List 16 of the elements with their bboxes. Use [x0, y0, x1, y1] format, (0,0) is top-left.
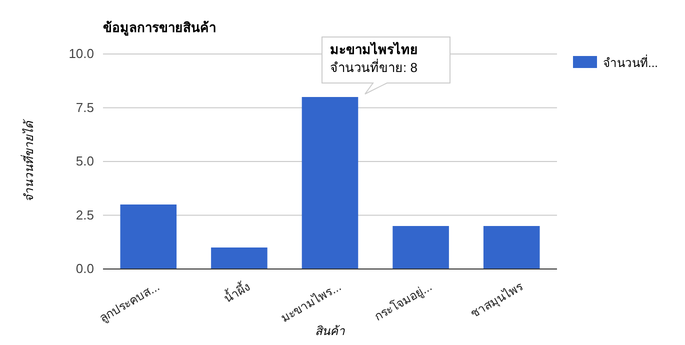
bar: [302, 97, 358, 269]
annotation: มะขามไพรไทย: [330, 41, 418, 57]
x-axis-title: สินค้า: [315, 324, 346, 338]
y-tick-label: 5.0: [76, 154, 94, 168]
y-tick-label: 0.0: [76, 261, 94, 276]
y-tick-label: 2.5: [76, 207, 94, 222]
y-tick-label: 7.5: [76, 100, 94, 115]
annotation: จำนวนที่ขาย: 8: [330, 59, 418, 75]
legend-label: จำนวนที่...: [603, 54, 658, 70]
bar: [211, 248, 268, 269]
bar: [483, 226, 540, 269]
bar: [392, 226, 449, 269]
y-axis-title: จำนวนที่ขายได้: [20, 118, 36, 202]
chart-title: ข้อมูลการขายสินค้า: [103, 20, 216, 36]
y-tick-label: 10.0: [68, 46, 94, 61]
bar: [120, 204, 177, 269]
